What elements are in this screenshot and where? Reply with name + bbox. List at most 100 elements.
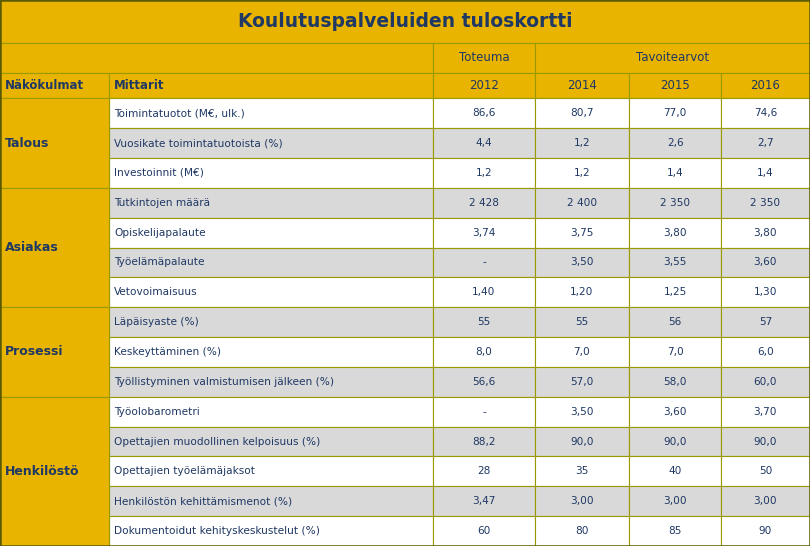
Bar <box>629 128 721 158</box>
Bar <box>433 98 535 128</box>
Bar <box>721 158 810 188</box>
Text: 50: 50 <box>759 466 772 476</box>
Text: 3,70: 3,70 <box>753 407 778 417</box>
Bar <box>535 277 629 307</box>
Text: Mittarit: Mittarit <box>114 79 164 92</box>
Text: 1,4: 1,4 <box>757 168 774 178</box>
Text: 3,75: 3,75 <box>570 228 594 238</box>
Bar <box>535 426 629 456</box>
Text: 55: 55 <box>477 317 491 327</box>
Bar <box>109 73 433 98</box>
Text: Läpäisyaste (%): Läpäisyaste (%) <box>114 317 199 327</box>
Bar <box>433 456 535 486</box>
Text: Henkilöstön kehittämismenot (%): Henkilöstön kehittämismenot (%) <box>114 496 292 506</box>
Bar <box>535 397 629 426</box>
Bar <box>109 307 433 337</box>
Text: 2 400: 2 400 <box>567 198 597 207</box>
Bar <box>433 277 535 307</box>
Bar <box>109 426 433 456</box>
Bar <box>109 218 433 247</box>
Text: 77,0: 77,0 <box>663 108 687 118</box>
Bar <box>535 307 629 337</box>
Bar <box>721 456 810 486</box>
Text: 60: 60 <box>477 526 491 536</box>
Text: 1,25: 1,25 <box>663 287 687 297</box>
Bar <box>0 43 433 73</box>
Text: 3,00: 3,00 <box>753 496 778 506</box>
Bar <box>433 158 535 188</box>
Text: Työelämäpalaute: Työelämäpalaute <box>114 258 205 268</box>
Bar <box>0 188 109 307</box>
Text: 1,4: 1,4 <box>667 168 684 178</box>
Bar <box>109 456 433 486</box>
Text: 3,60: 3,60 <box>753 258 778 268</box>
Bar <box>109 367 433 397</box>
Bar <box>629 98 721 128</box>
Text: 2012: 2012 <box>469 79 499 92</box>
Bar <box>629 486 721 516</box>
Text: 7,0: 7,0 <box>573 347 590 357</box>
Bar <box>0 98 109 188</box>
Bar <box>629 426 721 456</box>
Text: Tutkintojen määrä: Tutkintojen määrä <box>114 198 211 207</box>
Bar <box>433 43 535 73</box>
Bar <box>109 158 433 188</box>
Text: 3,74: 3,74 <box>472 228 496 238</box>
Bar <box>0 73 109 98</box>
Text: Vetovoimaisuus: Vetovoimaisuus <box>114 287 198 297</box>
Bar <box>721 128 810 158</box>
Bar <box>0 307 109 397</box>
Text: Henkilöstö: Henkilöstö <box>5 465 79 478</box>
Bar <box>721 367 810 397</box>
Bar <box>629 516 721 546</box>
Text: 90,0: 90,0 <box>753 437 778 447</box>
Bar <box>721 307 810 337</box>
Bar <box>109 188 433 218</box>
Text: Työllistyminen valmistumisen jälkeen (%): Työllistyminen valmistumisen jälkeen (%) <box>114 377 335 387</box>
Text: 2015: 2015 <box>660 79 690 92</box>
Text: 8,0: 8,0 <box>475 347 492 357</box>
Text: 3,60: 3,60 <box>663 407 687 417</box>
Text: Opettajien muodollinen kelpoisuus (%): Opettajien muodollinen kelpoisuus (%) <box>114 437 321 447</box>
Text: 3,00: 3,00 <box>570 496 594 506</box>
Text: Toimintatuotot (M€, ulk.): Toimintatuotot (M€, ulk.) <box>114 108 245 118</box>
Text: 6,0: 6,0 <box>757 347 774 357</box>
Bar <box>535 73 629 98</box>
Text: 3,00: 3,00 <box>663 496 687 506</box>
Text: 85: 85 <box>668 526 682 536</box>
Text: -: - <box>482 407 486 417</box>
Text: 40: 40 <box>668 466 682 476</box>
Text: 90,0: 90,0 <box>663 437 687 447</box>
Text: 2014: 2014 <box>567 79 597 92</box>
Bar <box>629 397 721 426</box>
Bar <box>535 128 629 158</box>
Bar <box>109 486 433 516</box>
Text: 2 428: 2 428 <box>469 198 499 207</box>
Text: Prosessi: Prosessi <box>5 346 63 359</box>
Bar <box>433 247 535 277</box>
Text: Investoinnit (M€): Investoinnit (M€) <box>114 168 204 178</box>
Text: Toteuma: Toteuma <box>458 51 509 64</box>
Bar <box>433 128 535 158</box>
Bar <box>433 337 535 367</box>
Text: 3,55: 3,55 <box>663 258 687 268</box>
Text: 3,47: 3,47 <box>472 496 496 506</box>
Bar <box>721 426 810 456</box>
Text: Opettajien työelämäjaksot: Opettajien työelämäjaksot <box>114 466 255 476</box>
Text: 28: 28 <box>477 466 491 476</box>
Text: 2 350: 2 350 <box>750 198 781 207</box>
Bar <box>629 367 721 397</box>
Bar <box>0 0 810 43</box>
Bar <box>721 337 810 367</box>
Text: 2016: 2016 <box>751 79 780 92</box>
Text: 7,0: 7,0 <box>667 347 684 357</box>
Bar <box>535 218 629 247</box>
Bar <box>629 158 721 188</box>
Bar <box>721 397 810 426</box>
Bar <box>535 456 629 486</box>
Bar <box>109 397 433 426</box>
Bar <box>433 73 535 98</box>
Text: 1,30: 1,30 <box>753 287 778 297</box>
Bar <box>535 158 629 188</box>
Text: 55: 55 <box>575 317 589 327</box>
